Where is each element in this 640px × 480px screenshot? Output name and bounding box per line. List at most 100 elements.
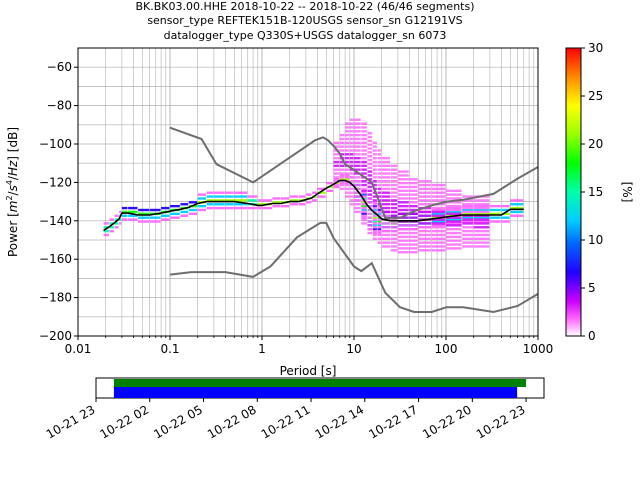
density-cell [361,145,367,148]
density-cell [372,222,377,225]
y-tick-label: −160 [39,252,72,266]
density-cell [372,226,377,229]
density-cell [114,222,119,225]
y-tick-label: −200 [39,329,72,343]
density-cell [377,172,382,175]
density-cell [367,151,373,154]
density-cell [409,193,418,196]
y-tick-label: −60 [47,60,72,74]
density-cell [326,181,333,185]
density-cell [473,245,490,248]
density-cell [377,180,382,183]
density-cell [361,222,367,225]
y-label-part: / [6,175,20,180]
density-cell [510,214,524,217]
density-cell [381,233,391,237]
density-cell [367,178,373,181]
density-cell [377,160,382,164]
density-cell [345,156,350,160]
density-cell [213,191,225,194]
coverage-ticks: 10-21 23 10-22 02 10-22 05 10-22 08 10-22 11… [44,398,528,442]
noise-model-nhnm [169,126,538,219]
x-tick-label: 10 [346,342,361,356]
density-cell [257,203,262,206]
density-cell [418,249,432,252]
density-cell [333,185,340,189]
density-cell [462,245,474,248]
density-cell [390,210,398,214]
coverage-tick-label: 10-22 23 [474,402,528,441]
density-cell [349,203,354,206]
density-cell [431,206,446,210]
x-tick-label: 1 [258,342,266,356]
density-cell [501,212,510,216]
density-cell [121,206,128,210]
colorbar-tick-label: 5 [588,281,596,295]
density-cell [339,168,345,171]
density-cell [409,235,418,239]
density-cell [349,191,354,194]
density-cell [367,224,373,227]
density-cell [446,204,462,208]
density-cell [418,210,432,214]
density-cell [446,212,462,216]
density-cell [372,153,377,156]
coverage-segments [113,379,527,398]
density-cell [225,203,234,206]
density-cell [361,141,367,144]
density-cell [367,220,373,223]
density-cell [381,237,391,240]
density-cell [446,218,462,221]
density-cell [397,201,409,204]
density-cell [397,251,409,254]
density-cell [390,191,398,194]
density-cell [377,237,382,240]
density-cell [280,197,290,200]
density-cell [354,168,361,171]
density-cell [128,210,138,214]
density-cell [377,156,382,160]
density-cell [372,203,377,206]
density-cell [390,183,398,187]
density-cell [473,237,490,240]
density-cell [361,189,367,192]
density-cell [372,214,377,217]
density-cell [349,156,354,160]
density-cell [367,228,373,231]
title-line-3: datalogger_type Q330S+USGS datalogger_sn… [164,29,447,42]
density-cell [361,126,367,129]
density-cell [339,178,345,181]
density-cell [354,130,361,133]
density-cell [367,201,373,204]
density-cell [114,226,119,229]
density-cell [138,212,149,216]
density-cell [339,145,345,148]
density-cell [431,241,446,244]
density-cell [501,204,510,208]
density-cell [367,204,373,208]
density-cell [409,181,418,185]
colorbar-tick-label: 30 [588,41,603,55]
density-cell [149,208,161,212]
density-cell [361,191,367,194]
density-cell [361,168,367,171]
density-cell [397,189,409,192]
density-cell [418,180,432,183]
density-cell [361,137,367,141]
density-cell [234,199,248,202]
density-cell [149,216,161,219]
density-cell [431,224,446,227]
density-cell [431,218,446,221]
density-cell [381,183,391,187]
density-cell [367,197,373,200]
coverage-tick-label: 10-21 23 [44,402,98,441]
density-cell [390,229,398,233]
density-cell [381,168,391,171]
density-cell [109,229,115,233]
density-cell [381,245,391,248]
density-cell [345,174,350,177]
density-cell [446,201,462,204]
density-cell [339,164,345,168]
density-cell [234,191,248,194]
